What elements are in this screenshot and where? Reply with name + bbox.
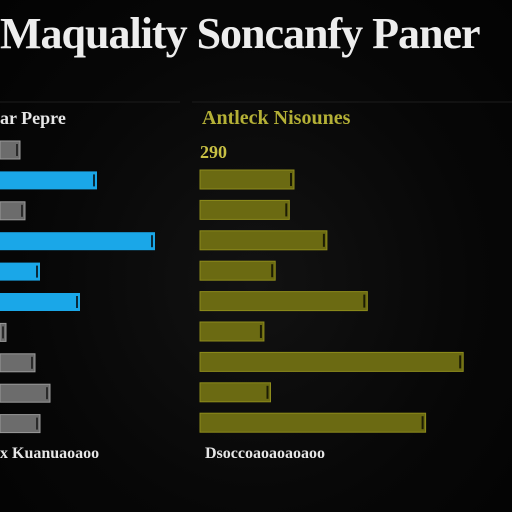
right-bar-end-mark-7 [459,355,462,369]
left-bar-end-mark-2 [93,174,95,187]
right-chart-value-label: 290 [200,142,227,162]
left-bar-3 [0,201,26,221]
right-bar-4 [199,260,276,281]
right-bar-2 [199,199,290,220]
page-title: Maquality Soncanfy Paner [0,9,481,58]
left-bar-1 [0,140,21,160]
right-bar-end-mark-4 [271,264,274,278]
left-bar-end-mark-1 [16,144,18,156]
right-bar-9 [199,412,427,433]
right-bar-3 [199,230,328,251]
right-bar-end-mark-6 [259,325,262,338]
right-chart-header: Antleck Nisounes [202,107,351,129]
right-bar-end-mark-2 [285,203,288,217]
right-bar-end-mark-8 [266,385,269,399]
left-bar-5 [0,262,40,281]
left-bar-9 [0,383,51,403]
left-bar-end-mark-6 [76,296,78,308]
right-bar-end-mark-5 [363,294,366,308]
left-chart-footer: x Kuanuaoaoo [0,445,99,462]
left-bar-end-mark-4 [151,235,153,248]
left-bar-8 [0,353,36,373]
right-bar-5 [199,291,368,312]
right-bar-8 [199,382,271,403]
left-bar-end-mark-8 [31,356,33,369]
left-bar-2 [0,171,97,190]
left-bar-6 [0,293,80,311]
right-bar-6 [199,321,265,342]
left-bar-end-mark-7 [2,326,4,339]
left-bar-10 [0,414,41,434]
right-bar-end-mark-1 [290,173,292,186]
right-bar-7 [199,351,464,372]
left-bar-end-mark-10 [36,417,38,430]
left-bar-4 [0,232,155,251]
left-bar-end-mark-9 [46,387,48,400]
right-bar-1 [199,169,295,190]
left-bar-end-mark-5 [36,265,38,278]
left-bar-end-mark-3 [21,204,23,217]
left-chart-header: ar Pepre [0,108,66,128]
right-bar-end-mark-3 [322,233,325,247]
right-bar-end-mark-9 [421,416,424,430]
right-chart-footer: Dsoccoaoaoaoaoo [205,445,325,462]
